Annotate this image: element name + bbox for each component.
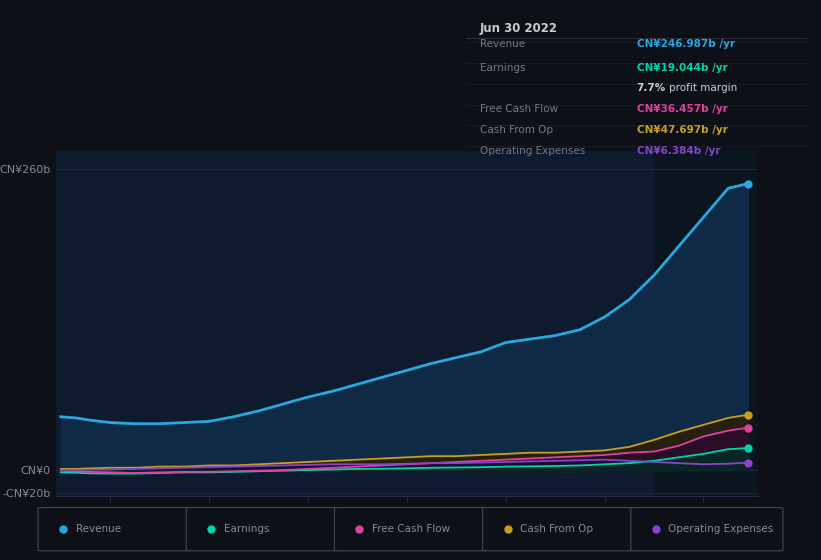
Text: Free Cash Flow: Free Cash Flow: [480, 104, 558, 114]
Bar: [654, 151, 768, 496]
Text: Revenue: Revenue: [480, 39, 525, 49]
Text: Jun 30 2022: Jun 30 2022: [480, 22, 558, 35]
Text: 7.7%: 7.7%: [637, 83, 666, 94]
FancyBboxPatch shape: [186, 507, 338, 551]
Text: Free Cash Flow: Free Cash Flow: [372, 524, 450, 534]
Text: Cash From Op: Cash From Op: [480, 125, 553, 135]
Text: Operating Expenses: Operating Expenses: [480, 146, 585, 156]
FancyBboxPatch shape: [38, 507, 190, 551]
Text: CN¥246.987b /yr: CN¥246.987b /yr: [637, 39, 735, 49]
Text: Revenue: Revenue: [76, 524, 121, 534]
Text: Operating Expenses: Operating Expenses: [668, 524, 773, 534]
Text: CN¥47.697b /yr: CN¥47.697b /yr: [637, 125, 727, 135]
FancyBboxPatch shape: [631, 507, 783, 551]
Text: CN¥36.457b /yr: CN¥36.457b /yr: [637, 104, 727, 114]
Text: Earnings: Earnings: [480, 63, 525, 73]
FancyBboxPatch shape: [334, 507, 487, 551]
Text: CN¥19.044b /yr: CN¥19.044b /yr: [637, 63, 727, 73]
Text: Earnings: Earnings: [223, 524, 269, 534]
Text: Cash From Op: Cash From Op: [520, 524, 593, 534]
Text: CN¥6.384b /yr: CN¥6.384b /yr: [637, 146, 720, 156]
FancyBboxPatch shape: [483, 507, 635, 551]
Text: profit margin: profit margin: [669, 83, 737, 94]
